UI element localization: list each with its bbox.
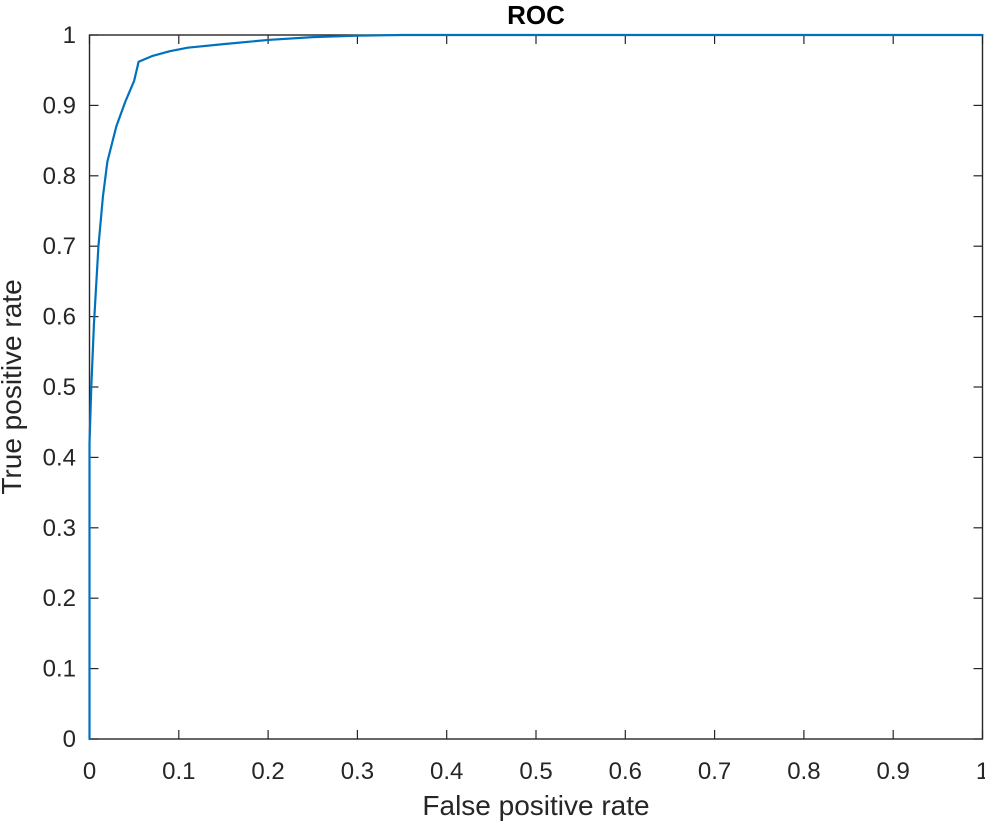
x-tick-label: 0.3 [341,758,374,785]
x-axis-title: False positive rate [422,790,649,821]
y-tick-label: 0.8 [43,163,76,190]
x-tick-label: 0.5 [519,758,552,785]
chart-title: ROC [507,0,565,30]
x-axis: 0 0.1 0.2 0.3 0.4 0.5 0.6 0.7 0.8 0.9 1 [83,35,985,785]
x-tick-label: 0.7 [698,758,731,785]
y-tick-label: 0.6 [43,304,76,331]
y-tick-label: 0.7 [43,233,76,260]
x-tick-label: 0.8 [787,758,820,785]
y-tick-label: 0.5 [43,374,76,401]
y-tick-label: 0.4 [43,444,76,471]
x-tick-label: 1 [976,758,985,785]
x-tick-label: 0.1 [162,758,195,785]
plot-area [88,34,984,740]
y-tick-label: 0.2 [43,585,76,612]
y-tick-label: 0.1 [43,656,76,683]
y-tick-label: 0.9 [43,92,76,119]
y-tick-label: 0.3 [43,515,76,542]
x-tick-label: 0.4 [430,758,463,785]
y-axis: 0 0.1 0.2 0.3 0.4 0.5 0.6 0.7 0.8 0.9 1 [43,22,983,753]
y-axis-title: True positive rate [0,279,27,494]
roc-curve [88,33,984,741]
x-tick-label: 0.6 [609,758,642,785]
y-tick-label: 0 [63,726,76,753]
x-tick-label: 0.2 [251,758,284,785]
x-tick-label: 0 [83,758,96,785]
x-tick-label: 0.9 [877,758,910,785]
y-tick-label: 1 [63,22,76,49]
